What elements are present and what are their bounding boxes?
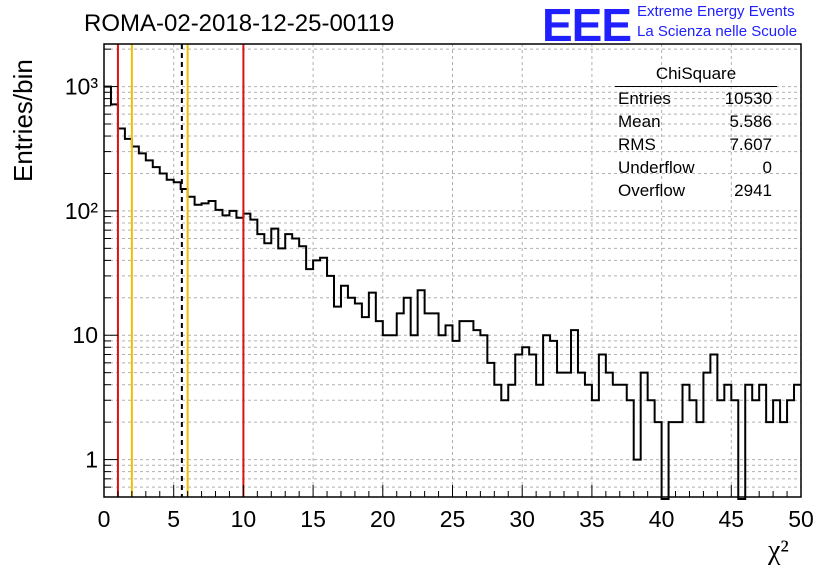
x-tick-label: 0	[98, 506, 111, 532]
x-tick-label: 35	[579, 506, 605, 532]
eee-logo: EEE	[542, 0, 632, 51]
stats-label: RMS	[618, 135, 656, 154]
y-tick-label: 10³	[65, 74, 99, 100]
logo-line-2: La Scienza nelle Scuole	[637, 23, 798, 40]
stats-label: Overflow	[618, 181, 686, 200]
stats-value: 10530	[724, 89, 772, 108]
stats-label: Underflow	[618, 158, 695, 177]
chart-title: ROMA-02-2018-12-25-00119	[84, 10, 395, 37]
x-tick-label: 25	[440, 506, 466, 532]
x-tick-label: 5	[167, 506, 180, 532]
stats-title: ChiSquare	[615, 64, 777, 87]
plot-area	[104, 44, 801, 497]
x-tick-label: 20	[370, 506, 396, 532]
x-axis-label: χ²	[768, 535, 789, 566]
stats-row-underflow: Underflow 0	[612, 156, 780, 179]
x-tick-label: 10	[231, 506, 257, 532]
y-tick-label: 10²	[65, 198, 99, 224]
stats-row-rms: RMS 7.607	[612, 133, 780, 156]
stats-box: ChiSquare Entries 10530 Mean 5.586 RMS 7…	[612, 64, 780, 202]
stats-row-mean: Mean 5.586	[612, 110, 780, 133]
y-tick-label: 10	[72, 322, 98, 348]
stats-label: Mean	[618, 112, 661, 131]
stats-value: 7.607	[729, 135, 772, 154]
histogram-series	[104, 85, 801, 500]
stats-row-entries: Entries 10530	[612, 87, 780, 110]
y-tick-label: 1	[85, 447, 98, 473]
x-tick-label: 30	[509, 506, 535, 532]
stats-label: Entries	[618, 89, 671, 108]
stats-value: 2941	[734, 181, 772, 200]
logo-line-1: Extreme Energy Events	[637, 3, 795, 20]
stats-row-overflow: Overflow 2941	[612, 179, 780, 202]
stats-value: 5.586	[729, 112, 772, 131]
x-tick-label: 40	[649, 506, 675, 532]
x-tick-label: 50	[788, 506, 814, 532]
stats-value: 0	[762, 158, 772, 177]
x-tick-label: 15	[300, 506, 326, 532]
y-axis-label: Entries/bin	[8, 59, 38, 182]
x-tick-label: 45	[719, 506, 745, 532]
